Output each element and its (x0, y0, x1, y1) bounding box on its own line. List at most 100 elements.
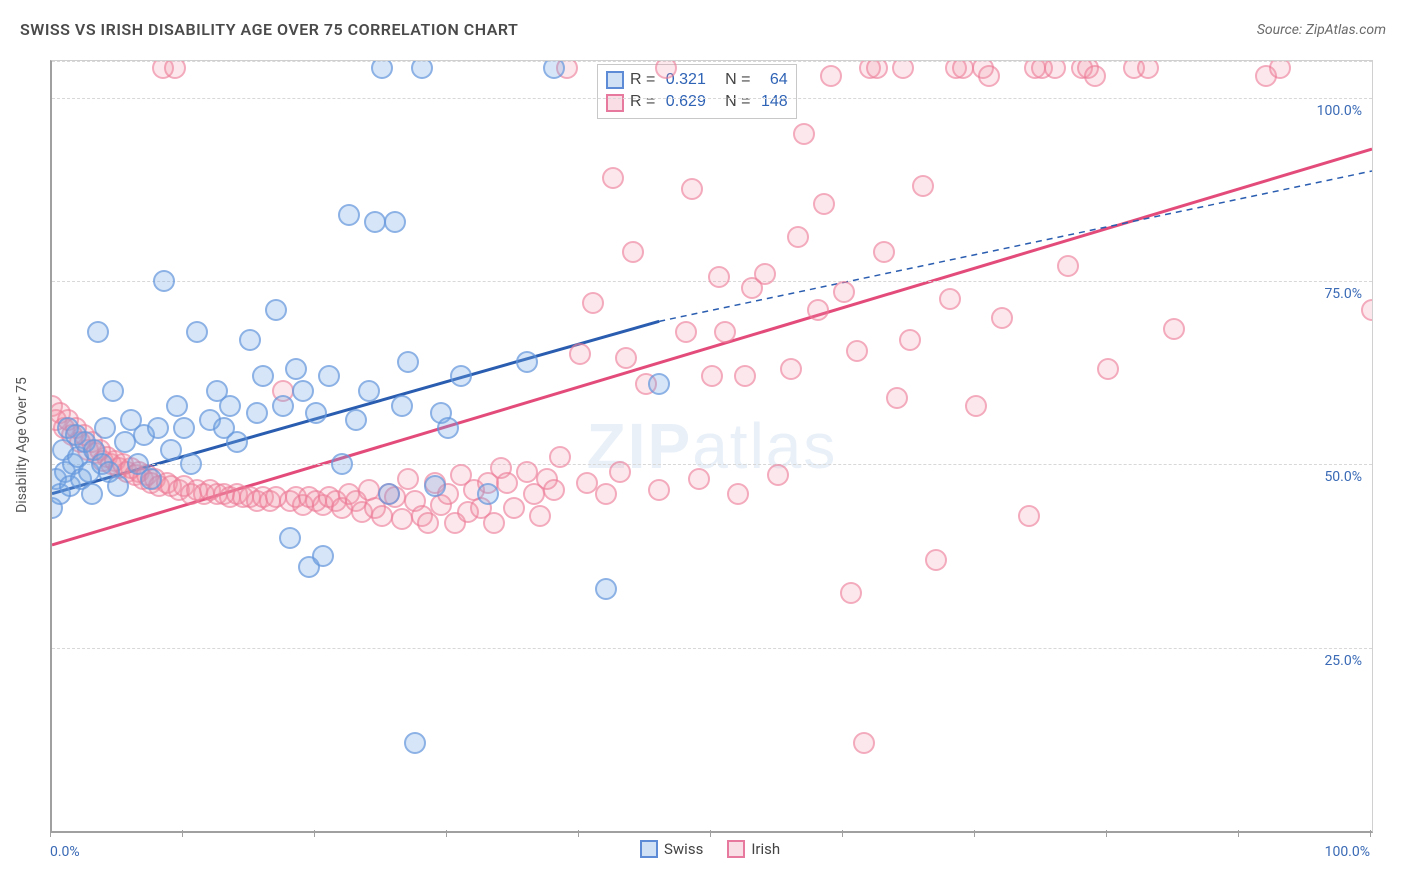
irish-point (483, 512, 505, 534)
irish-point (925, 549, 947, 571)
irish-point (496, 472, 518, 494)
regression-lines (52, 61, 1372, 831)
irish-point (1084, 65, 1106, 87)
plot-area: ZIPatlas R = 0.321 N = 64 R = 0.629 N = … (50, 60, 1373, 833)
swiss-point (239, 329, 261, 351)
legend-label: Swiss (664, 840, 703, 858)
swiss-point (378, 483, 400, 505)
irish-point (886, 387, 908, 409)
swiss-point (384, 211, 406, 233)
irish-point (813, 193, 835, 215)
swiss-point (292, 380, 314, 402)
stats-row-swiss: R = 0.321 N = 64 (606, 69, 788, 91)
y-tick-label: 100.0% (1317, 103, 1362, 119)
swiss-point (153, 270, 175, 292)
x-tick (710, 830, 711, 837)
swiss-point (411, 60, 433, 79)
swiss-point (345, 409, 367, 431)
irish-point (675, 321, 697, 343)
legend-item-irish: Irish (727, 840, 780, 858)
irish-point (417, 512, 439, 534)
irish-point (576, 472, 598, 494)
swiss-point (595, 578, 617, 600)
x-tick (842, 830, 843, 837)
swiss-point (338, 204, 360, 226)
x-tick (974, 830, 975, 837)
swiss-point (186, 321, 208, 343)
irish-point (503, 497, 525, 519)
irish-point (965, 395, 987, 417)
irish-point (780, 358, 802, 380)
swiss-point (94, 417, 116, 439)
swiss-point (166, 395, 188, 417)
irish-point (615, 347, 637, 369)
irish-point (1137, 60, 1159, 79)
swiss-point (147, 417, 169, 439)
gridline (52, 648, 1372, 649)
swiss-point (397, 351, 419, 373)
irish-point (793, 123, 815, 145)
swiss-point (246, 402, 268, 424)
swiss-point (318, 365, 340, 387)
x-tick (182, 830, 183, 837)
irish-point (602, 167, 624, 189)
swiss-point (252, 365, 274, 387)
swiss-point (331, 453, 353, 475)
x-tick (314, 830, 315, 837)
bottom-legend: Swiss Irish (640, 840, 780, 858)
x-tick (1106, 830, 1107, 837)
x-tick (1238, 830, 1239, 837)
x-tick (446, 830, 447, 837)
irish-point (1163, 318, 1185, 340)
irish-point (866, 60, 888, 79)
swiss-point (87, 321, 109, 343)
swiss-point (160, 439, 182, 461)
swiss-point (364, 211, 386, 233)
irish-point (846, 340, 868, 362)
swiss-swatch-icon (640, 840, 658, 858)
swiss-point (279, 527, 301, 549)
irish-point (582, 292, 604, 314)
gridline (52, 98, 1372, 99)
irish-point (1361, 299, 1373, 321)
irish-point (820, 65, 842, 87)
irish-swatch-icon (606, 94, 624, 112)
x-tick (50, 830, 51, 837)
irish-point (873, 241, 895, 263)
swiss-point (265, 299, 287, 321)
irish-point (853, 732, 875, 754)
swiss-point (424, 475, 446, 497)
swiss-point (312, 545, 334, 567)
irish-point (609, 461, 631, 483)
swiss-point (358, 380, 380, 402)
y-tick-label: 25.0% (1324, 653, 1362, 669)
irish-point (1018, 505, 1040, 527)
irish-point (1097, 358, 1119, 380)
irish-point (714, 321, 736, 343)
irish-point (899, 329, 921, 351)
irish-point (391, 508, 413, 530)
swiss-point (437, 417, 459, 439)
stats-box: R = 0.321 N = 64 R = 0.629 N = 148 (597, 64, 797, 119)
legend-label: Irish (751, 840, 780, 858)
swiss-point (81, 483, 103, 505)
irish-point (807, 299, 829, 321)
swiss-point (272, 395, 294, 417)
swiss-point (371, 60, 393, 79)
irish-point (701, 365, 723, 387)
irish-point (892, 60, 914, 79)
gridline (52, 61, 1372, 62)
chart-header: SWISS VS IRISH DISABILITY AGE OVER 75 CO… (20, 20, 1386, 39)
irish-point (708, 266, 730, 288)
irish-point (833, 281, 855, 303)
swiss-swatch-icon (606, 71, 624, 89)
x-tick (1370, 830, 1371, 837)
irish-point (397, 468, 419, 490)
irish-point (622, 241, 644, 263)
swiss-point (226, 431, 248, 453)
irish-point (648, 479, 670, 501)
irish-point (688, 468, 710, 490)
swiss-point (219, 395, 241, 417)
source-attribution: Source: ZipAtlas.com (1257, 22, 1386, 38)
irish-point (978, 65, 1000, 87)
